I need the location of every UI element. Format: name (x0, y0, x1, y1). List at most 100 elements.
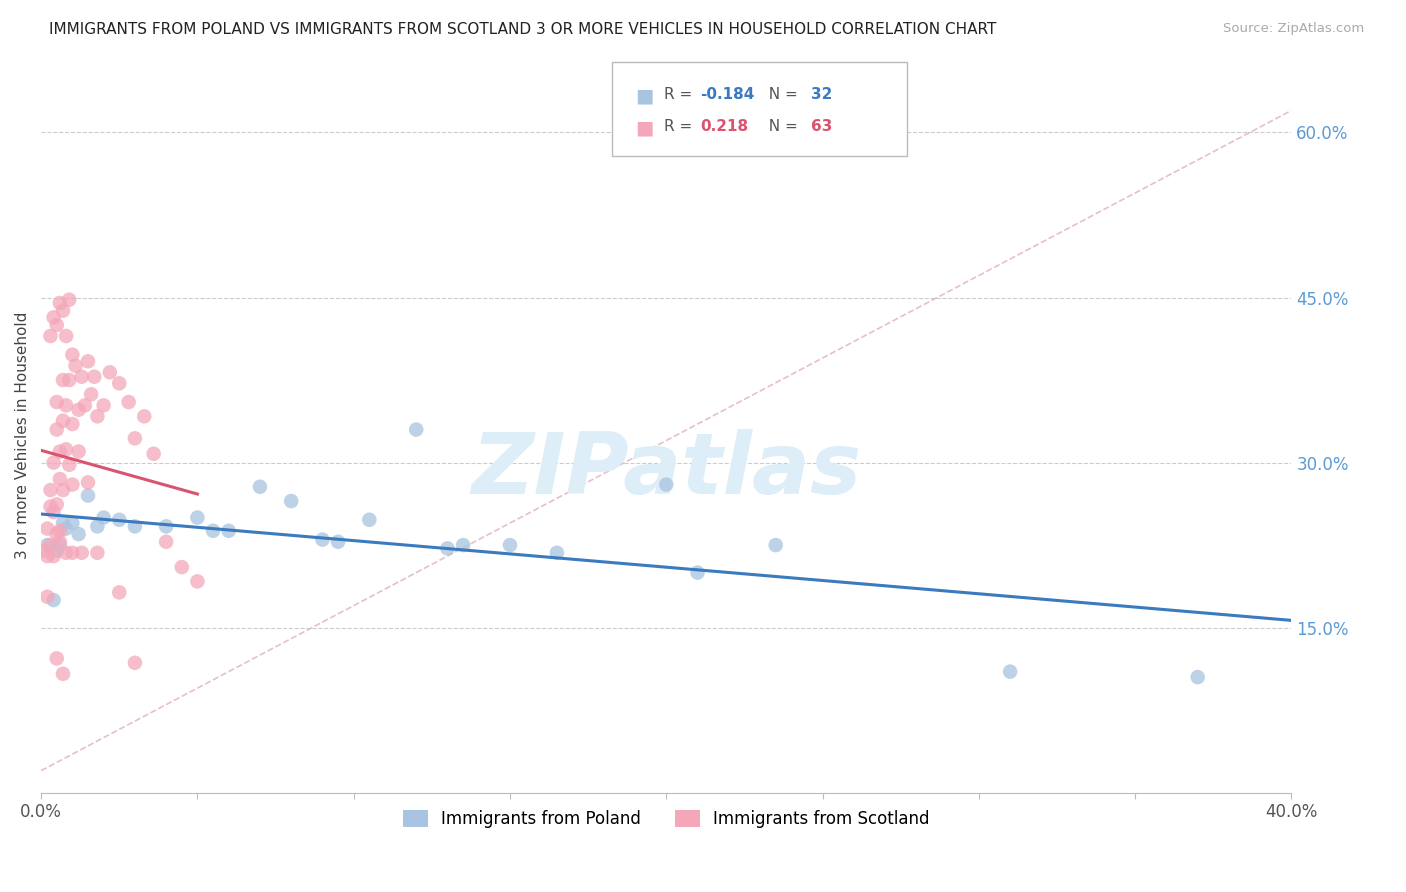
Text: N =: N = (759, 119, 803, 134)
Point (202, 524, 225, 538)
Legend: Immigrants from Poland, Immigrants from Scotland: Immigrants from Poland, Immigrants from … (396, 803, 936, 834)
Point (60, 516, 83, 530)
Text: 32: 32 (811, 87, 832, 102)
Point (39, 500, 62, 514)
Point (70, 369, 93, 384)
Point (60, 417, 83, 431)
Text: N =: N = (759, 87, 803, 102)
Text: 0.218: 0.218 (700, 119, 748, 134)
Text: R =: R = (664, 87, 697, 102)
Point (70, 546, 93, 560)
Point (117, 395, 139, 409)
Point (359, 513, 381, 527)
Point (655, 477, 678, 491)
Point (77, 475, 100, 490)
Text: IMMIGRANTS FROM POLAND VS IMMIGRANTS FROM SCOTLAND 3 OR MORE VEHICLES IN HOUSEHO: IMMIGRANTS FROM POLAND VS IMMIGRANTS FRO… (49, 22, 997, 37)
Point (249, 480, 271, 494)
Point (39, 329, 62, 343)
Point (186, 510, 208, 524)
Point (55, 329, 77, 343)
Point (42, 310, 65, 325)
Point (124, 519, 146, 533)
Point (67, 527, 90, 541)
Point (58, 293, 80, 307)
Point (280, 494, 302, 508)
Text: Source: ZipAtlas.com: Source: ZipAtlas.com (1223, 22, 1364, 36)
Point (77, 489, 100, 503)
Y-axis label: 3 or more Vehicles in Household: 3 or more Vehicles in Household (15, 311, 30, 558)
Point (108, 376, 131, 391)
Point (546, 546, 568, 560)
Point (37, 522, 59, 536)
Text: 63: 63 (811, 119, 832, 134)
Point (52, 303, 75, 318)
Point (108, 513, 131, 527)
Point (155, 519, 177, 533)
Point (55, 442, 77, 457)
Point (37, 549, 59, 563)
Point (134, 409, 156, 424)
Point (93, 510, 115, 524)
Point (45, 543, 67, 558)
Point (60, 546, 83, 560)
Point (155, 534, 177, 549)
Point (405, 423, 427, 437)
Point (86, 546, 108, 560)
Point (311, 533, 333, 547)
Point (77, 354, 100, 368)
Point (52, 414, 75, 428)
Point (58, 373, 80, 387)
Point (86, 519, 108, 533)
Point (765, 538, 787, 552)
Point (42, 505, 65, 519)
Point (58, 458, 80, 472)
Point (39, 483, 62, 497)
Point (93, 398, 115, 412)
Point (49, 444, 72, 458)
Text: ZIPatlas: ZIPatlas (471, 429, 862, 512)
Point (218, 524, 240, 538)
Point (55, 546, 77, 560)
Point (55, 398, 77, 412)
Point (42, 549, 65, 563)
Point (37, 538, 59, 552)
Point (52, 516, 75, 530)
Point (52, 666, 75, 681)
Point (124, 656, 146, 670)
Point (45, 527, 67, 541)
Point (67, 402, 90, 417)
Point (80, 387, 103, 401)
Point (45, 318, 67, 332)
Text: ■: ■ (636, 87, 654, 105)
Point (86, 409, 108, 424)
Point (45, 395, 67, 409)
Point (37, 590, 59, 604)
Point (60, 348, 83, 362)
Point (60, 477, 83, 491)
Point (998, 665, 1021, 679)
Point (186, 574, 208, 589)
Point (170, 560, 193, 574)
Point (124, 431, 146, 445)
Point (45, 423, 67, 437)
Text: R =: R = (664, 119, 702, 134)
Point (686, 566, 709, 580)
Point (55, 522, 77, 536)
Point (83, 369, 105, 384)
Point (52, 373, 75, 387)
Text: ■: ■ (636, 119, 654, 137)
Point (108, 585, 131, 599)
Point (451, 538, 474, 552)
Point (499, 538, 522, 552)
Point (142, 447, 165, 461)
Point (49, 524, 72, 538)
Point (45, 497, 67, 511)
Point (326, 534, 349, 549)
Point (52, 483, 75, 497)
Point (65, 359, 87, 373)
Point (436, 541, 458, 556)
Point (39, 538, 62, 552)
Point (49, 296, 72, 310)
Point (49, 534, 72, 549)
Point (1187, 670, 1209, 684)
